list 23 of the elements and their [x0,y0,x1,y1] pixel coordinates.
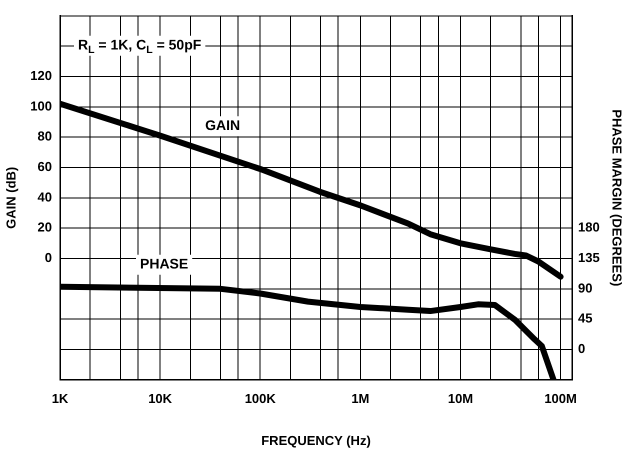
y2-axis-title: PHASE MARGIN (DEGREES) [610,109,625,286]
x-tick-label: 1K [52,391,69,406]
y-tick-label: 40 [38,189,52,204]
y2-tick-label: 180 [578,220,600,235]
y-tick-label: 80 [38,128,52,144]
y2-tick-label: 45 [578,310,592,326]
x-tick-label: 10M [448,391,474,406]
y-tick-label: 0 [44,250,52,266]
y-tick-label: 20 [38,220,52,235]
x-axis-title: FREQUENCY (Hz) [261,432,371,448]
x-tick-label: 100M [544,391,577,406]
series-label: GAIN [205,117,240,134]
x-tick-label: 100K [244,391,276,406]
x-tick-label: 10K [148,391,173,406]
y2-tick-label: 0 [578,341,586,356]
y-axis-title: GAIN (dB) [3,166,18,229]
x-tick-label: 1M [351,391,370,406]
y-tick-label: 60 [38,159,52,174]
y2-tick-label: 90 [578,280,592,296]
y-tick-label: 120 [30,68,52,84]
series-label: PHASE [140,256,188,272]
y-tick-label: 100 [30,98,52,114]
y2-tick-label: 135 [578,250,600,266]
